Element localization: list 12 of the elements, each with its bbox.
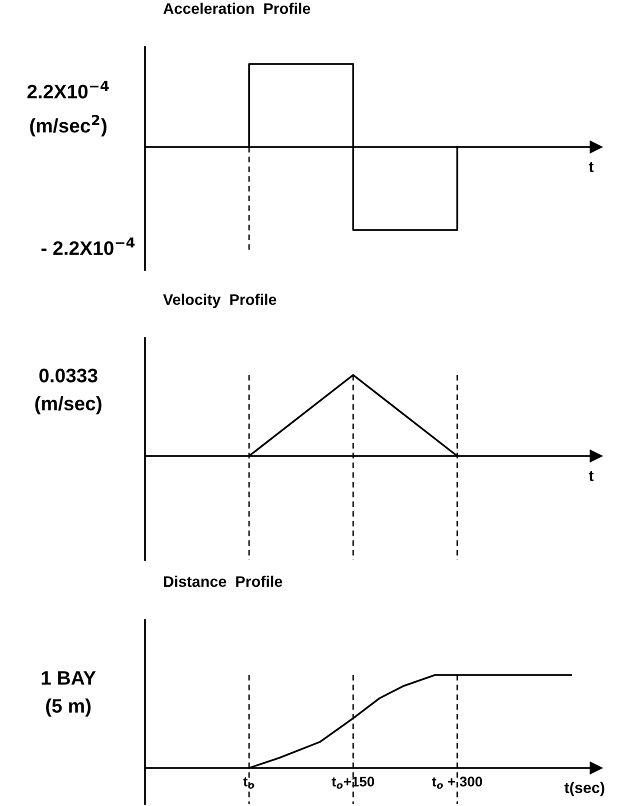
text: - 2.2X10$^{−4}$	[41, 237, 135, 256]
y-axis-title: 1 BAY (5 m)	[42, 671, 96, 717]
chart-title: Distance Profile	[164, 576, 282, 587]
x-tick-label: t$_{o}$ + 300	[432, 776, 482, 789]
x-tick-label: t$_{o}$+150	[332, 776, 374, 789]
chart-title: Velocity Profile	[163, 294, 276, 308]
x-axis-title: t	[588, 470, 594, 482]
x-axis-title: t	[588, 162, 594, 172]
chart-title: Acceleration Profile	[163, 2, 310, 14]
text: 2.2X10$^{−4}$ (m/sec$^{2}$)	[27, 80, 109, 136]
y-axis-title: 0.0333 (m/sec)	[35, 368, 102, 414]
x-axis-title: t(sec)	[564, 782, 604, 796]
